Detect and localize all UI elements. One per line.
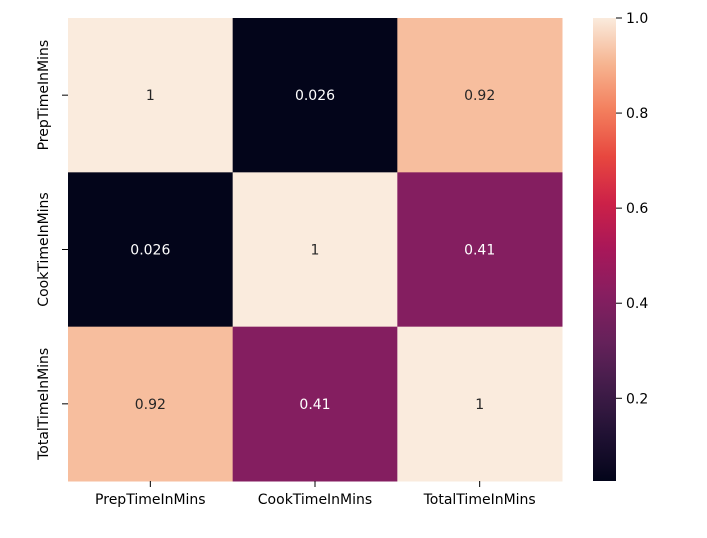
cell-annotation-0-0: 1 [146, 88, 155, 104]
heatmap-cell-2-0 [68, 326, 234, 482]
x-tick-label-2: TotalTimeInMins [423, 492, 536, 508]
cell-annotation-0-2: 0.92 [464, 88, 495, 104]
cell-annotation-1-2: 0.41 [464, 243, 495, 259]
colorbar-tick-label-3: 0.8 [626, 106, 648, 122]
heatmap-cell-2-2 [397, 326, 563, 482]
heatmap-cell-2-1 [232, 326, 398, 482]
y-axis: PrepTimeInMins CookTimeInMins TotalTimeInM… [36, 40, 68, 461]
colorbar-tick-label-2: 0.6 [626, 201, 648, 217]
colorbar-tick-label-4: 1.0 [626, 11, 648, 27]
cell-annotation-1-0: 0.026 [130, 243, 170, 259]
colorbar: 0.2 0.4 0.6 0.8 1.0 [593, 11, 648, 481]
heatmap-cell-0-1 [232, 18, 398, 173]
x-tick-label-1: CookTimeInMins [258, 492, 372, 508]
x-tick-label-0: PrepTimeInMins [95, 492, 206, 508]
heatmap-cell-1-2 [397, 172, 563, 328]
cell-annotation-1-1: 1 [311, 243, 320, 259]
colorbar-gradient [593, 18, 616, 481]
cell-annotations: 1 0.026 0.92 0.026 1 0.41 0.92 0.41 1 [130, 88, 495, 413]
x-axis: PrepTimeInMins CookTimeInMins TotalTimeInM… [95, 481, 536, 508]
y-tick-label-2: TotalTimeInMins [36, 348, 52, 461]
cell-annotation-2-2: 1 [475, 397, 484, 413]
heatmap-cells [68, 18, 563, 482]
y-tick-label-0: PrepTimeInMins [36, 40, 52, 151]
heatmap-cell-1-1 [232, 172, 398, 328]
colorbar-tick-label-1: 0.4 [626, 296, 648, 312]
colorbar-tick-label-0: 0.2 [626, 391, 648, 407]
cell-annotation-0-1: 0.026 [295, 88, 335, 104]
heatmap-cell-0-2 [397, 18, 563, 173]
cell-annotation-2-0: 0.92 [135, 397, 166, 413]
heatmap-cell-1-0 [68, 172, 234, 328]
heatmap-cell-0-0 [68, 18, 234, 173]
cell-annotation-2-1: 0.41 [299, 397, 330, 413]
y-tick-label-1: CookTimeInMins [36, 192, 52, 306]
